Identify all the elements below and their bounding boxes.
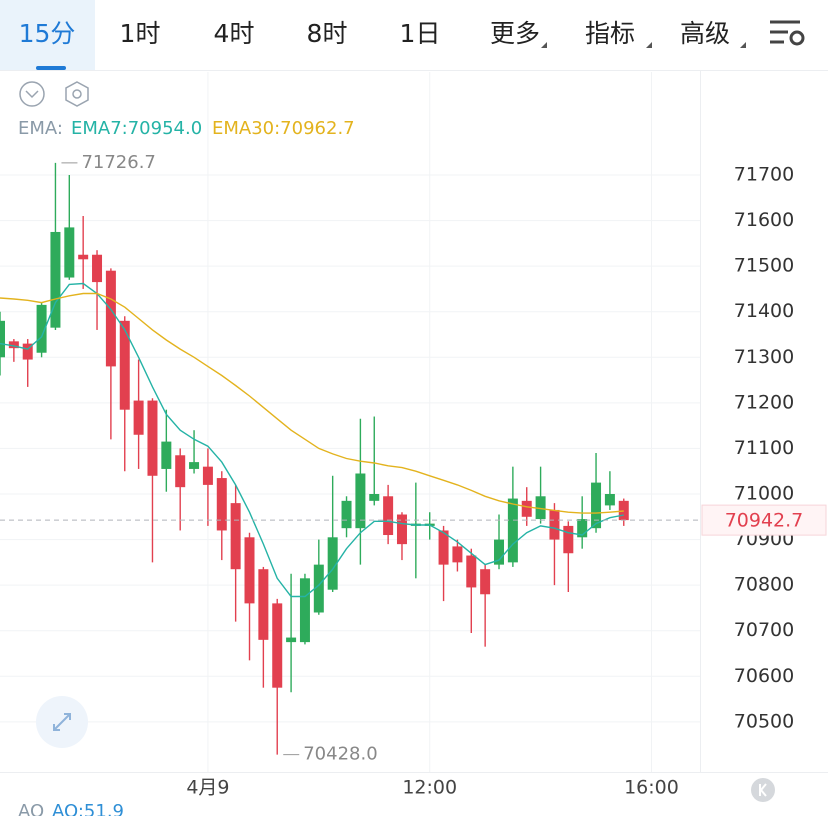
candle-body [604, 494, 615, 506]
candle-body [383, 496, 394, 536]
candle-body [92, 254, 103, 283]
tab-dropdown[interactable]: 更多 [490, 19, 540, 48]
candle-body [396, 514, 407, 545]
candle-body [258, 569, 269, 640]
candle-body [161, 441, 172, 469]
candle-body [494, 539, 505, 565]
y-tick-label: 71100 [734, 437, 794, 459]
hex-center [72, 89, 82, 99]
expand-icon [53, 713, 71, 731]
candle-body [244, 537, 255, 604]
x-tick-label: 4月9 [186, 777, 229, 799]
high-marker-label: 71726.7 [81, 152, 155, 173]
candle-body [78, 254, 89, 260]
tab[interactable]: 1时 [120, 19, 161, 48]
candle-body [563, 525, 574, 554]
candle-body [521, 500, 532, 517]
indicator-value: AO:51.9 [52, 801, 124, 816]
candle-body [147, 400, 158, 476]
dropdown-arrow [740, 42, 746, 48]
y-tick-label: 71300 [734, 346, 794, 368]
candle-body [618, 500, 629, 521]
candle-body [202, 466, 213, 485]
y-tick-label: 70800 [734, 574, 794, 596]
dropdown-arrow [541, 42, 547, 48]
tab-dropdown[interactable]: 指标 [585, 19, 635, 48]
candle-body [50, 231, 61, 328]
candle-body [0, 320, 5, 358]
tab[interactable]: 1日 [400, 19, 441, 48]
candle-body [313, 564, 324, 613]
chevron [25, 90, 39, 99]
candle-body [119, 320, 130, 410]
y-tick-label: 71400 [734, 300, 794, 322]
k-button[interactable] [751, 778, 775, 802]
candle-body [216, 478, 227, 531]
candle-body [452, 546, 463, 563]
candle-body [286, 637, 297, 643]
candle-body [341, 500, 352, 529]
last-price-label: 70942.7 [725, 510, 804, 532]
candle-body [272, 603, 283, 688]
x-tick-label: 16:00 [624, 777, 679, 799]
candle-body [438, 530, 449, 565]
candle-body [466, 555, 477, 588]
y-tick-label: 70600 [734, 665, 794, 687]
last-price-tag [701, 504, 827, 536]
k-icon [759, 783, 767, 797]
candle-body [8, 341, 19, 349]
indicator-name: AO [18, 801, 44, 816]
candle-body [535, 496, 546, 520]
candle-body [480, 569, 491, 595]
candle-body [355, 473, 366, 529]
candle-body [577, 519, 588, 538]
y-tick-label: 71600 [734, 209, 794, 231]
y-tick-label: 70700 [734, 619, 794, 641]
candle-body [133, 400, 144, 435]
legend-entry: EMA7:70954.0 [71, 118, 202, 139]
tab[interactable]: 8时 [307, 19, 348, 48]
y-tick-label: 71000 [734, 483, 794, 505]
tab[interactable]: 4时 [214, 19, 255, 48]
settings-icon[interactable] [770, 20, 805, 46]
candle-body [549, 509, 560, 540]
ema-line [0, 292, 624, 514]
tab[interactable]: 15分 [19, 19, 76, 48]
y-tick-label: 71700 [734, 163, 794, 185]
candle-body [299, 578, 310, 643]
candle-body [230, 503, 241, 570]
candle-body [369, 494, 380, 501]
candle-body [105, 270, 116, 367]
candle-body [64, 227, 75, 278]
tab-underline [36, 66, 66, 70]
collapse-icon[interactable] [19, 81, 45, 107]
candle-body [507, 498, 518, 563]
legend-entry: EMA30:70962.7 [212, 118, 355, 139]
settings-hex-icon[interactable] [65, 81, 89, 107]
ema-line [0, 282, 624, 598]
candle-body [189, 462, 200, 469]
candle-body [22, 343, 33, 360]
y-tick-label: 70500 [734, 710, 794, 732]
candle-body [175, 455, 186, 488]
candle-body [591, 482, 602, 529]
tab-selected-bg [0, 0, 95, 70]
dropdown-arrow [646, 42, 652, 48]
candle-body [36, 304, 47, 353]
tab-dropdown[interactable]: 高级 [680, 19, 730, 48]
candle-body [327, 537, 338, 590]
y-tick-label: 71500 [734, 255, 794, 277]
x-tick-label: 12:00 [402, 777, 457, 799]
low-marker-label: 70428.0 [303, 744, 377, 765]
y-tick-label: 71200 [734, 391, 794, 413]
indicator-label: EMA: [18, 118, 63, 139]
